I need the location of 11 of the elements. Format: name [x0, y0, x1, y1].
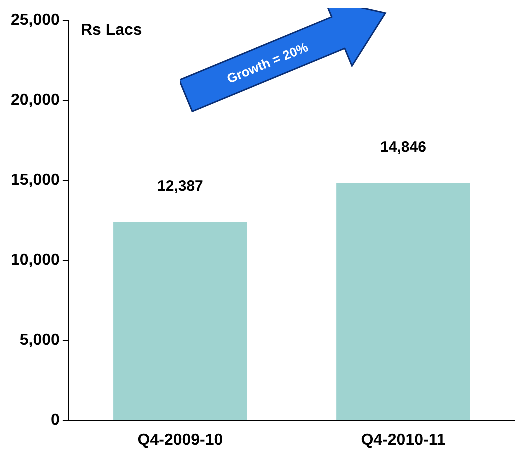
- y-tick-label: 15,000: [11, 172, 60, 190]
- y-tick-label: 10,000: [11, 252, 60, 270]
- y-tick-label: 0: [51, 412, 60, 430]
- x-tick-label: Q4-2010-11: [361, 432, 446, 449]
- x-tick-label: Q4-2009-10: [138, 432, 224, 449]
- data-label: 14,846: [380, 138, 426, 156]
- data-label: 12,387: [158, 178, 204, 196]
- y-tick-label: 5,000: [20, 332, 60, 350]
- y-axis-title: Rs Lacs: [80, 22, 142, 40]
- y-tick-label: 25,000: [11, 12, 60, 30]
- y-tick-label: 20,000: [11, 92, 60, 110]
